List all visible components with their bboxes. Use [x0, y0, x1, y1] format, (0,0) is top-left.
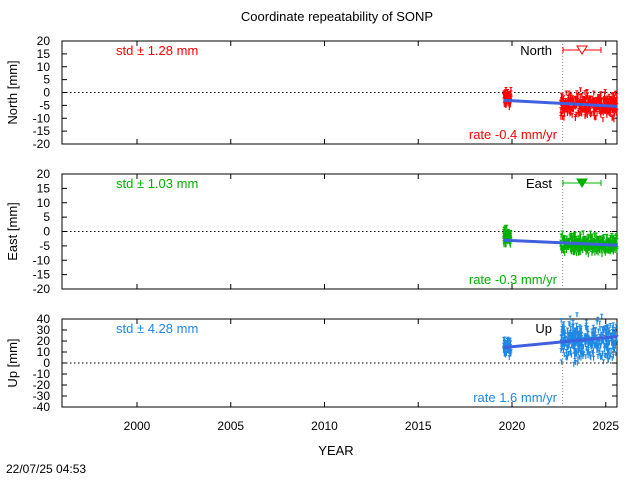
north-y-axis-label: North [mm]	[5, 60, 20, 124]
up-y-tick-label: -20	[33, 378, 51, 392]
north-y-tick-label: 10	[37, 60, 51, 74]
north-std-label: std ± 1.28 mm	[116, 43, 198, 58]
x-tick-label: 2025	[592, 419, 619, 433]
x-tick-label: 2010	[311, 419, 338, 433]
up-rate-label: rate 1.6 mm/yr	[473, 390, 557, 405]
north-legend: North	[520, 43, 602, 58]
east-legend-label: East	[526, 176, 552, 191]
up-y-tick-label: -30	[33, 389, 51, 403]
timestamp: 22/07/25 04:53	[6, 462, 86, 476]
east-y-tick-label: -20	[33, 282, 51, 296]
east-y-tick-label: -5	[39, 239, 50, 253]
north-rate-label: rate -0.4 mm/yr	[469, 127, 558, 142]
x-tick-label: 2005	[217, 419, 244, 433]
up-y-tick-label: 10	[37, 345, 51, 359]
up-legend-label: Up	[535, 321, 552, 336]
north-y-tick-label: 15	[37, 47, 51, 61]
east-y-tick-label: -15	[33, 268, 51, 282]
up-y-tick-label: -10	[33, 367, 51, 381]
north-y-tick-label: -20	[33, 137, 51, 151]
north-legend-label: North	[520, 43, 552, 58]
x-axis-title: YEAR	[318, 443, 353, 458]
x-tick-label: 2000	[124, 419, 151, 433]
up-y-tick-label: 0	[43, 356, 50, 370]
x-tick-label: 2015	[405, 419, 432, 433]
figure-title: Coordinate repeatability of SONP	[241, 9, 433, 24]
east-rate-label: rate -0.3 mm/yr	[469, 272, 558, 287]
x-axis-labels: 2000 2005 2010 2015 2020 2025	[124, 419, 620, 433]
east-y-tick-label: 10	[37, 196, 51, 210]
east-legend: East	[526, 176, 602, 191]
up-y-tick-label: 40	[37, 312, 51, 326]
north-y-tick-label: -15	[33, 124, 51, 138]
up-std-label: std ± 4.28 mm	[116, 321, 198, 336]
north-y-tick-label: -5	[39, 98, 50, 112]
up-y-tick-label: -40	[33, 400, 51, 414]
north-y-tick-label: 20	[37, 34, 51, 48]
east-y-tick-label: -10	[33, 253, 51, 267]
east-legend-marker	[576, 178, 588, 188]
up-legend: Up	[535, 321, 552, 336]
north-y-tick-label: 0	[43, 86, 50, 100]
east-y-axis-label: East [mm]	[5, 202, 20, 261]
east-y-tick-label: 5	[43, 210, 50, 224]
up-y-axis-label: Up [mm]	[5, 338, 20, 387]
east-y-tick-label: 20	[37, 167, 51, 181]
east-y-tick-label: 0	[43, 225, 50, 239]
east-std-label: std ± 1.03 mm	[116, 176, 198, 191]
up-y-tick-label: 20	[37, 334, 51, 348]
east-y-tick-label: 15	[37, 181, 51, 195]
north-trend-line	[503, 98, 618, 108]
x-tick-label: 2020	[499, 419, 526, 433]
up-data-points	[502, 312, 619, 367]
up-y-tick-label: 30	[37, 323, 51, 337]
up-trend-line	[503, 335, 618, 350]
north-y-tick-label: 5	[43, 73, 50, 87]
north-legend-marker	[576, 45, 588, 55]
east-trend-line	[503, 238, 618, 247]
north-y-tick-label: -10	[33, 111, 51, 125]
